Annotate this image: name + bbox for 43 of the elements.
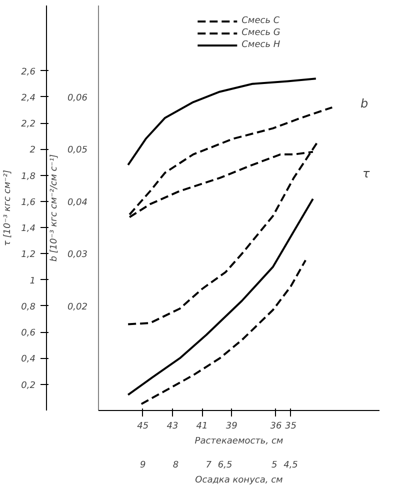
y-tick-label: 0,2 — [21, 380, 36, 391]
x2-tick-label: 5 — [271, 460, 278, 470]
y2-tick-label: 0,05 — [67, 146, 88, 156]
y-tick-label: 1,8 — [21, 172, 36, 182]
x-tick-label: 43 — [166, 422, 178, 432]
x-tick-label: 39 — [226, 422, 238, 432]
line-series — [127, 198, 314, 396]
y-tick-label: 0,8 — [21, 302, 36, 312]
x2-tick-label: 6,5 — [218, 460, 232, 470]
y-tick-label: 1 — [30, 276, 36, 286]
x2-tick-label: 8 — [172, 460, 179, 470]
y-tick-label: 1,4 — [21, 224, 36, 234]
line-series — [140, 259, 307, 405]
y-tick-label: 1,6 — [21, 198, 36, 208]
y2-tick-label: 0,02 — [67, 302, 88, 312]
y-axis-title: τ [10⁻³ кгс см⁻²] — [3, 169, 14, 246]
x-tick-label: 35 — [285, 422, 297, 432]
legend-label: Смесь G — [242, 27, 280, 39]
y-tick-label: 2,2 — [21, 120, 36, 130]
x-axis-title: Растекаемость, см — [194, 436, 284, 446]
annotation: b — [360, 96, 368, 110]
y2-tick-label: 0,03 — [67, 250, 88, 260]
y-tick-label: 0,6 — [21, 328, 36, 339]
line-series — [127, 78, 317, 166]
x-tick-label: 45 — [137, 422, 149, 432]
x2-axis-title: Осадка конуса, см — [195, 476, 284, 486]
x-tick-label: 41 — [196, 422, 208, 432]
y-tick-label: 2 — [30, 146, 36, 156]
y-tick-label: 2,6 — [21, 67, 36, 78]
y2-tick-label: 0,06 — [67, 93, 88, 104]
y-tick-label: 0,4 — [21, 354, 36, 365]
y-tick-label: 1,2 — [21, 250, 36, 260]
legend-label: Смесь С — [242, 15, 280, 27]
y-tick-label: 2,4 — [21, 93, 36, 104]
y2-tick-label: 0,04 — [67, 198, 88, 208]
x2-tick-label: 4,5 — [284, 460, 298, 470]
annotation: τ — [362, 166, 370, 180]
x2-tick-label: 7 — [206, 460, 212, 470]
x-tick-label: 36 — [270, 422, 282, 432]
legend-label: Смесь Н — [242, 39, 280, 51]
line-series — [128, 106, 334, 216]
x2-tick-label: 9 — [140, 460, 146, 470]
y2-axis-title: b [10⁻³ кгс см⁻²/см с⁻¹] — [49, 154, 60, 262]
